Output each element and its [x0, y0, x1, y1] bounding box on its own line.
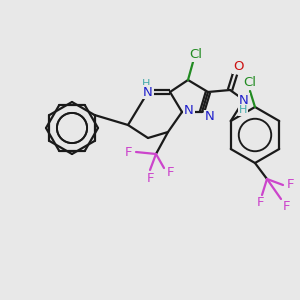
- Text: N: N: [143, 85, 153, 98]
- Text: F: F: [256, 196, 264, 209]
- Text: N: N: [205, 110, 215, 124]
- Text: Cl: Cl: [190, 49, 202, 62]
- Text: F: F: [286, 178, 294, 191]
- Text: N: N: [184, 103, 194, 116]
- Text: F: F: [282, 200, 290, 214]
- Text: F: F: [146, 172, 154, 184]
- Text: F: F: [167, 166, 175, 178]
- Text: H: H: [142, 79, 150, 89]
- Text: O: O: [233, 61, 243, 74]
- Text: F: F: [125, 146, 133, 158]
- Text: H: H: [239, 105, 247, 115]
- Text: N: N: [239, 94, 249, 106]
- Text: Cl: Cl: [244, 76, 256, 89]
